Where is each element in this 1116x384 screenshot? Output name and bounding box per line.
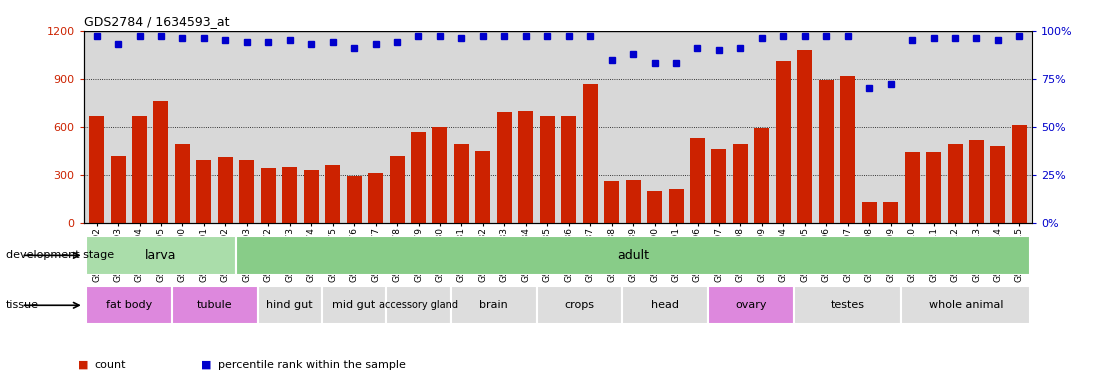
Bar [386, 286, 451, 324]
Bar [218, 157, 233, 223]
Bar [862, 202, 877, 223]
Text: head: head [652, 300, 680, 310]
Bar [175, 144, 190, 223]
Bar [754, 128, 769, 223]
Bar [623, 286, 709, 324]
Bar [1012, 125, 1027, 223]
Bar [711, 149, 727, 223]
Bar [368, 173, 383, 223]
Bar [902, 286, 1030, 324]
Bar [709, 286, 795, 324]
Bar [926, 152, 941, 223]
Text: tissue: tissue [6, 300, 39, 310]
Bar [325, 165, 340, 223]
Text: ■: ■ [78, 360, 88, 370]
Bar [153, 101, 169, 223]
Text: whole animal: whole animal [929, 300, 1003, 310]
Bar [540, 116, 555, 223]
Bar [110, 156, 125, 223]
Bar [304, 170, 319, 223]
Bar [604, 181, 619, 223]
Bar [668, 189, 683, 223]
Bar [626, 180, 641, 223]
Bar [86, 286, 172, 324]
Bar [776, 61, 791, 223]
Text: ■: ■ [201, 360, 211, 370]
Bar [347, 176, 362, 223]
Bar [132, 116, 147, 223]
Text: percentile rank within the sample: percentile rank within the sample [218, 360, 405, 370]
Text: ovary: ovary [735, 300, 767, 310]
Bar [237, 236, 1030, 275]
Bar [389, 156, 404, 223]
Text: fat body: fat body [106, 300, 152, 310]
Bar [990, 146, 1006, 223]
Bar [561, 116, 576, 223]
Bar [172, 286, 258, 324]
Bar [883, 202, 898, 223]
Bar [969, 139, 984, 223]
Bar [282, 167, 297, 223]
Text: larva: larva [145, 249, 176, 262]
Bar [239, 161, 254, 223]
Bar [497, 113, 512, 223]
Bar [321, 286, 386, 324]
Bar [451, 286, 537, 324]
Bar [261, 168, 276, 223]
Bar [454, 144, 469, 223]
Text: hind gut: hind gut [267, 300, 314, 310]
Bar [411, 131, 426, 223]
Bar [690, 138, 705, 223]
Text: crops: crops [565, 300, 595, 310]
Text: GDS2784 / 1634593_at: GDS2784 / 1634593_at [84, 15, 229, 28]
Bar [518, 111, 533, 223]
Bar [86, 236, 237, 275]
Bar [905, 152, 920, 223]
Bar [733, 144, 748, 223]
Bar [196, 161, 211, 223]
Bar [432, 127, 448, 223]
Text: brain: brain [479, 300, 508, 310]
Bar [89, 116, 104, 223]
Text: accessory gland: accessory gland [379, 300, 458, 310]
Bar [475, 151, 490, 223]
Text: adult: adult [617, 249, 650, 262]
Bar [258, 286, 321, 324]
Text: testes: testes [830, 300, 865, 310]
Text: tubule: tubule [196, 300, 232, 310]
Bar [819, 80, 834, 223]
Bar [647, 191, 662, 223]
Bar [795, 286, 902, 324]
Text: count: count [95, 360, 126, 370]
Bar [840, 76, 855, 223]
Text: mid gut: mid gut [333, 300, 376, 310]
Bar [797, 50, 812, 223]
Bar [583, 84, 598, 223]
Bar [537, 286, 623, 324]
Bar [947, 144, 962, 223]
Text: development stage: development stage [6, 250, 114, 260]
